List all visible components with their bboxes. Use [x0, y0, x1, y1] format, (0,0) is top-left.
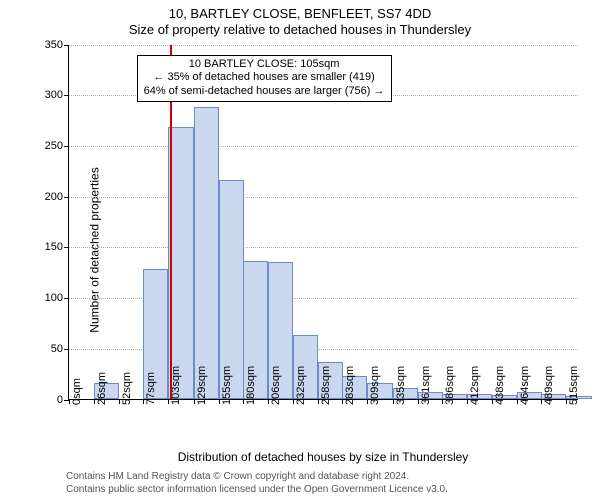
xtick-mark	[492, 399, 493, 404]
footer-line-2: Contains public sector information licen…	[66, 484, 448, 497]
gridline-h	[69, 45, 578, 46]
xtick-mark	[219, 399, 220, 404]
ytick-label: 0	[57, 394, 69, 406]
xtick-label: 258sqm	[320, 365, 332, 404]
plot-area: 0501001502002503003500sqm26sqm52sqm77sqm…	[68, 45, 578, 400]
gridline-h	[69, 197, 578, 198]
xtick-label: 464sqm	[519, 365, 531, 404]
annotation-line: 10 BARTLEY CLOSE: 105sqm	[144, 58, 385, 72]
xtick-label: 52sqm	[121, 371, 133, 404]
annotation-callout: 10 BARTLEY CLOSE: 105sqm← 35% of detache…	[137, 55, 392, 102]
xtick-label: 412sqm	[469, 365, 481, 404]
ytick-label: 150	[45, 241, 69, 253]
xtick-mark	[243, 399, 244, 404]
histogram-bar	[194, 107, 219, 398]
xtick-mark	[94, 399, 95, 404]
xtick-mark	[194, 399, 195, 404]
footer-line-1: Contains HM Land Registry data © Crown c…	[66, 471, 448, 484]
xtick-label: 489sqm	[543, 365, 555, 404]
xtick-mark	[393, 399, 394, 404]
ytick-label: 100	[45, 292, 69, 304]
ytick-label: 350	[45, 39, 69, 51]
gridline-h	[69, 146, 578, 147]
xtick-mark	[293, 399, 294, 404]
xtick-label: 309sqm	[369, 365, 381, 404]
xtick-label: 335sqm	[395, 365, 407, 404]
xtick-mark	[418, 399, 419, 404]
xtick-label: 232sqm	[295, 365, 307, 404]
xtick-label: 438sqm	[494, 365, 506, 404]
chart-area: 0501001502002503003500sqm26sqm52sqm77sqm…	[68, 45, 578, 400]
xtick-label: 26sqm	[96, 371, 108, 404]
xtick-label: 155sqm	[221, 365, 233, 404]
ytick-label: 250	[45, 140, 69, 152]
footer-attribution: Contains HM Land Registry data © Crown c…	[66, 471, 448, 496]
gridline-h	[69, 247, 578, 248]
xtick-label: 386sqm	[444, 365, 456, 404]
xtick-label: 0sqm	[71, 378, 83, 405]
ytick-label: 50	[51, 343, 69, 355]
xtick-label: 283sqm	[344, 365, 356, 404]
xtick-mark	[268, 399, 269, 404]
xtick-label: 361sqm	[420, 365, 432, 404]
xtick-mark	[467, 399, 468, 404]
xtick-mark	[442, 399, 443, 404]
ytick-label: 200	[45, 191, 69, 203]
xtick-label: 77sqm	[145, 371, 157, 404]
x-axis-label: Distribution of detached houses by size …	[68, 450, 578, 464]
annotation-line: 64% of semi-detached houses are larger (…	[144, 85, 385, 99]
xtick-label: 129sqm	[196, 365, 208, 404]
annotation-line: ← 35% of detached houses are smaller (41…	[144, 71, 385, 85]
title-line-1: 10, BARTLEY CLOSE, BENFLEET, SS7 4DD	[0, 6, 600, 22]
xtick-label: 206sqm	[270, 365, 282, 404]
xtick-mark	[69, 399, 70, 404]
ytick-label: 300	[45, 89, 69, 101]
xtick-label: 180sqm	[245, 365, 257, 404]
title-line-2: Size of property relative to detached ho…	[0, 22, 600, 38]
xtick-label: 515sqm	[568, 365, 580, 404]
